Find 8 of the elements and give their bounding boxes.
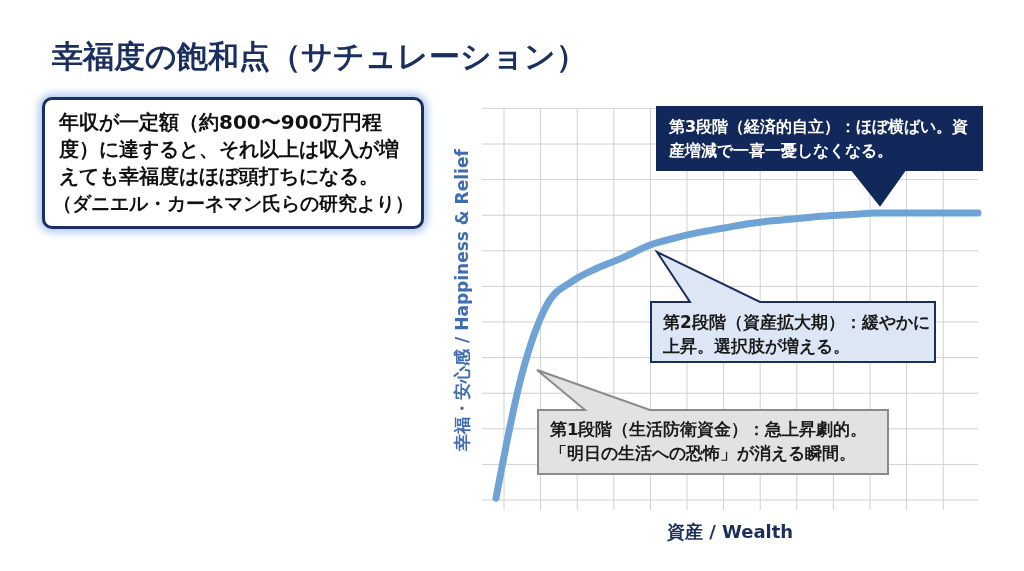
text: （ダニエル・カーネマン氏らの研究より） (53, 192, 415, 216)
x-axis-title: 資産 / Wealth (666, 520, 794, 544)
chart-title: 幸福度の飽和点（サチュレーション） (52, 37, 587, 76)
text: 第3段階（経済的自立）：ほぼ横ばい。資産増減で一喜一憂しなくなる。 (669, 117, 969, 160)
annotation: 第1段階（生活防衛資金）：急上昇劇的。「明日の生活への恐怖」が消える瞬間。 (550, 420, 868, 463)
text: 年収が一定額（約800〜900万円程度）に達すると、それ以上は収入が増えても幸福度はほぼ頭打ちになる。 (59, 109, 400, 190)
y-axis-title: 幸福・安心感 / Happiness & Relief (450, 149, 473, 451)
annotation: 第2段階（資産拡大期）：緩やかに上昇。選択肢が増える。 (663, 312, 930, 356)
